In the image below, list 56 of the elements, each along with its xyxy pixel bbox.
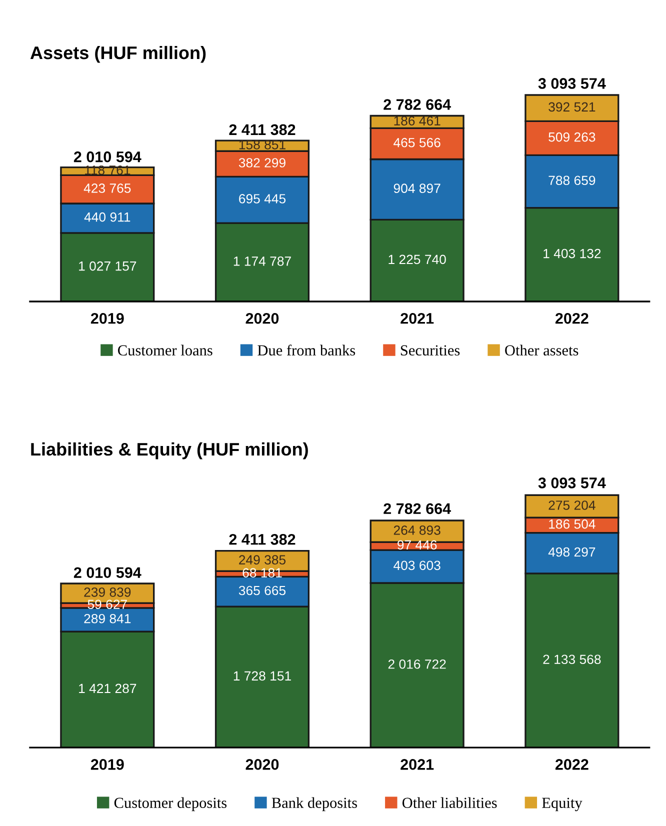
x-tick-label: 2021 — [400, 759, 434, 770]
data-label: 403 603 — [394, 560, 440, 570]
data-label: 392 521 — [548, 102, 596, 112]
data-label: 509 263 — [548, 132, 596, 142]
data-label: 1 174 787 — [234, 256, 291, 266]
data-label: 695 445 — [239, 194, 286, 204]
data-label: 2 133 568 — [543, 654, 601, 664]
data-label: 365 665 — [238, 586, 286, 596]
x-tick-label: 2022 — [555, 313, 588, 324]
data-label: 1 027 157 — [79, 261, 136, 271]
data-label: 440 911 — [84, 212, 130, 222]
legend-label: Bank deposits — [272, 797, 357, 812]
data-label: 97 446 — [398, 540, 437, 550]
total-label: 2 010 594 — [74, 151, 142, 162]
data-label: 118 761 — [85, 165, 130, 175]
chart-title: Assets (HUF million) — [30, 46, 206, 63]
legend-label: Other liabilities — [402, 797, 497, 808]
total-label: 2 010 594 — [74, 567, 142, 578]
data-label: 1 421 287 — [79, 684, 136, 694]
legend-label: Due from banks — [258, 344, 356, 356]
total-label: 2 411 382 — [229, 534, 296, 545]
data-label: 186 461 — [394, 116, 440, 126]
legend-label: Equity — [542, 798, 582, 812]
data-label: 1 225 740 — [388, 254, 446, 264]
total-label: 3 093 574 — [538, 478, 606, 488]
data-label: 382 299 — [238, 158, 286, 168]
data-label: 1 728 151 — [234, 671, 291, 681]
total-label: 2 411 382 — [229, 124, 296, 136]
x-tick-label: 2022 — [555, 759, 588, 770]
total-label: 2 782 664 — [384, 503, 451, 514]
legend-label: Customer loans — [118, 344, 212, 356]
total-label: 2 782 664 — [384, 99, 451, 110]
x-tick-label: 2021 — [400, 313, 434, 324]
data-label: 2 016 722 — [388, 659, 446, 669]
x-tick-label: 2019 — [90, 313, 124, 324]
data-label: 289 841 — [84, 614, 131, 624]
data-label: 423 765 — [84, 184, 131, 193]
chart-title: Liabilities & Equity (HUF million) — [31, 442, 308, 460]
data-label: 465 566 — [394, 138, 440, 148]
x-tick-label: 2020 — [246, 313, 279, 324]
data-label: 158 851 — [239, 140, 286, 150]
data-label: 904 897 — [394, 184, 440, 194]
legend-label: Customer deposits — [114, 797, 227, 812]
data-label: 264 893 — [394, 526, 440, 535]
x-tick-label: 2019 — [90, 759, 124, 770]
legend-label: Securities — [400, 345, 460, 356]
legend-label: Other assets — [505, 344, 578, 356]
data-label: 498 297 — [548, 547, 596, 557]
data-label: 186 504 — [549, 519, 596, 529]
data-label: 239 839 — [84, 587, 131, 597]
total-label: 3 093 574 — [538, 78, 606, 89]
data-label: 275 204 — [548, 500, 596, 510]
x-tick-label: 2020 — [246, 759, 279, 770]
data-label: 788 659 — [548, 176, 596, 186]
data-label: 1 403 132 — [544, 248, 601, 258]
data-label: 249 385 — [239, 555, 286, 565]
